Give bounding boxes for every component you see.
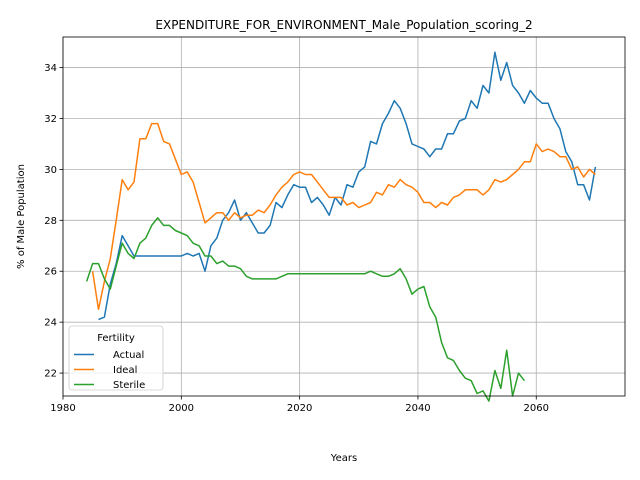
y-tick-label: 32 bbox=[44, 114, 57, 125]
legend-label-sterile: Sterile bbox=[113, 380, 145, 391]
y-tick-label: 26 bbox=[44, 267, 57, 278]
legend-items: Actual Ideal Sterile bbox=[74, 350, 145, 391]
x-tick-label: 2000 bbox=[169, 403, 194, 414]
series-line-sterile bbox=[85, 217, 525, 402]
x-tick-label: 1980 bbox=[50, 403, 75, 414]
y-tick-label: 30 bbox=[44, 165, 57, 176]
series-lines bbox=[85, 51, 597, 402]
x-axis-ticks: 1980 2000 2020 2040 2060 bbox=[50, 396, 549, 414]
y-tick-label: 34 bbox=[44, 63, 57, 74]
plot-frame bbox=[62, 36, 626, 397]
y-tick-label: 22 bbox=[44, 369, 57, 380]
x-tick-label: 2040 bbox=[405, 403, 430, 414]
x-tick-label: 2020 bbox=[287, 403, 312, 414]
x-axis-label: Years bbox=[330, 453, 357, 464]
y-tick-label: 28 bbox=[44, 216, 57, 227]
y-axis-label: % of Male Population bbox=[16, 164, 27, 269]
series-line-actual bbox=[98, 51, 597, 321]
legend-box bbox=[68, 325, 164, 391]
chart-title: EXPENDITURE_FOR_ENVIRONMENT_Male_Populat… bbox=[155, 18, 532, 32]
series-line-ideal bbox=[91, 122, 596, 311]
legend: Fertility Actual Ideal Sterile bbox=[68, 325, 164, 391]
y-axis-ticks: 22 24 26 28 30 32 34 bbox=[44, 63, 63, 380]
legend-title: Fertility bbox=[97, 333, 135, 344]
x-tick-label: 2060 bbox=[524, 403, 549, 414]
legend-label-actual: Actual bbox=[113, 350, 144, 361]
legend-label-ideal: Ideal bbox=[113, 365, 137, 376]
y-tick-label: 24 bbox=[44, 318, 57, 329]
